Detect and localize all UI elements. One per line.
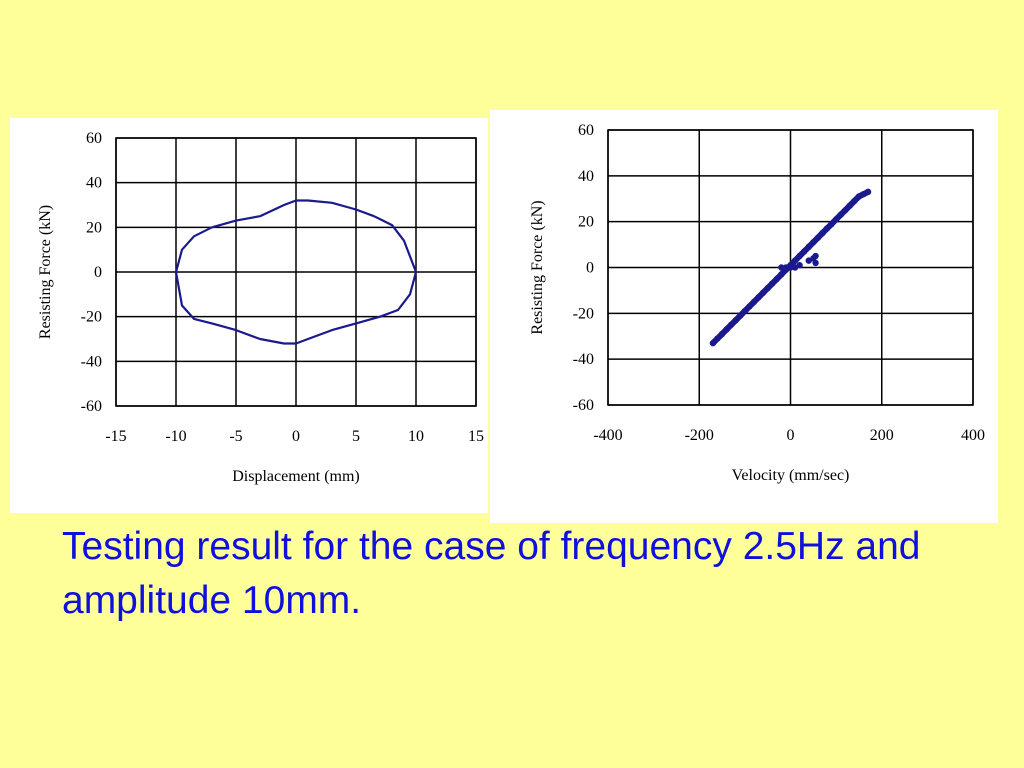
data-point — [796, 262, 803, 269]
data-point — [723, 326, 730, 333]
data-point — [812, 259, 819, 267]
x-axis-label: Velocity (mm/sec) — [732, 467, 850, 484]
data-point — [787, 264, 794, 271]
y-tick-label: -20 — [573, 305, 594, 322]
data-point — [791, 257, 799, 264]
x-tick-label: -10 — [165, 428, 186, 445]
data-point — [864, 188, 872, 196]
data-point — [709, 339, 717, 347]
data-point — [769, 280, 776, 287]
y-tick-label: 0 — [94, 264, 102, 281]
y-axis-label: Resisting Force (kN) — [529, 200, 546, 334]
data-point — [814, 234, 822, 241]
data-point — [837, 211, 844, 218]
x-tick-label: 0 — [292, 428, 300, 445]
x-tick-label: 0 — [787, 427, 795, 444]
hysteresis-loop-line — [174, 199, 418, 345]
data-point — [842, 207, 849, 214]
data-point — [727, 321, 735, 328]
data-point — [750, 298, 758, 306]
data-point — [812, 252, 819, 260]
data-point — [773, 275, 781, 283]
displacement-chart: 60 40 20 0 -20 -40 -60-15 -10 -5 0 5 10 15 Displaceme… — [37, 130, 484, 485]
x-tick-label: 200 — [870, 427, 894, 444]
data-point — [746, 303, 753, 310]
displacement-chart-panel: 60 40 20 0 -20 -40 -60 -15 -10 -5 0 5 10 15 Displaceme… — [10, 118, 488, 513]
y-tick-label: 40 — [86, 175, 102, 192]
velocity-chart-panel: 60 40 20 0 -20 -40 -60 -400 -200 0 200 400 Velocity … — [490, 110, 998, 523]
data-point — [823, 225, 831, 232]
data-point — [819, 229, 826, 237]
x-tick-label: -400 — [593, 427, 622, 444]
x-axis-label: Displacement (mm) — [232, 468, 360, 485]
data-point — [755, 294, 762, 301]
data-point — [778, 264, 785, 271]
data-point — [764, 284, 771, 292]
data-point — [732, 317, 739, 324]
y-tick-label: 60 — [578, 122, 594, 139]
data-point — [778, 271, 785, 278]
data-point — [805, 243, 812, 251]
y-tick-label: -60 — [573, 397, 594, 414]
y-tick-label: 20 — [578, 214, 594, 231]
plot-frame — [607, 129, 974, 406]
y-axis-label: Resisting Force (kN) — [37, 205, 54, 339]
y-tick-label: 40 — [578, 168, 594, 185]
x-tick-label: 5 — [352, 428, 360, 445]
data-point — [832, 216, 840, 223]
y-tick-label: -60 — [81, 398, 102, 415]
data-point — [718, 330, 726, 338]
slide-caption: Testing result for the case of frequency… — [62, 525, 921, 622]
y-tick-label: -20 — [81, 309, 102, 326]
data-point — [810, 239, 817, 246]
x-tick-label: -5 — [229, 428, 242, 445]
x-tick-label: 15 — [468, 428, 484, 445]
data-point — [796, 252, 803, 260]
data-point — [741, 307, 749, 315]
y-tick-label: -40 — [573, 351, 594, 368]
data-point — [737, 312, 744, 319]
data-point — [828, 220, 835, 228]
data-point — [759, 289, 767, 296]
data-point — [714, 335, 721, 342]
x-tick-label: 400 — [961, 427, 985, 444]
y-tick-label: 20 — [86, 219, 102, 236]
data-point — [800, 248, 808, 255]
y-tick-label: 60 — [86, 130, 102, 147]
x-tick-label: -200 — [685, 427, 714, 444]
y-tick-label: 0 — [586, 260, 594, 277]
data-point — [782, 264, 790, 271]
data-point — [851, 197, 858, 205]
plot-frame — [115, 137, 477, 407]
x-tick-label: -15 — [105, 428, 126, 445]
data-point — [846, 202, 854, 209]
x-tick-label: 10 — [408, 428, 424, 445]
y-tick-label: -40 — [81, 353, 102, 370]
